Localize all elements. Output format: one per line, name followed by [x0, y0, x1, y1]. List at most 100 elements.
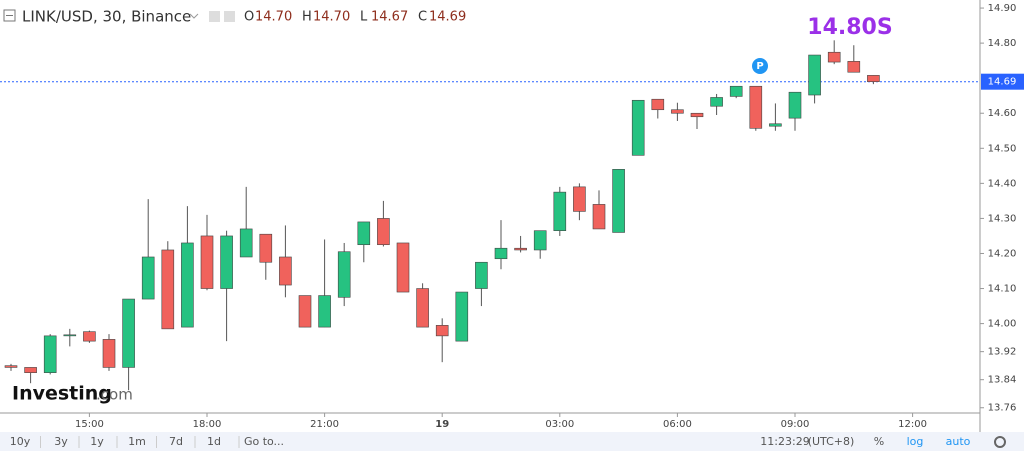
candle-body: [455, 291, 469, 342]
candle-body: [24, 367, 37, 373]
candle-body: [318, 295, 331, 328]
range-button[interactable]: 1m: [128, 435, 146, 448]
candle-body: [357, 221, 371, 246]
ohlc-value: 14.70: [255, 10, 292, 25]
candle-body: [181, 242, 194, 328]
candle-body: [494, 247, 508, 260]
y-tick-label: 14.20: [988, 248, 1017, 259]
collapse-icon[interactable]: [3, 9, 16, 22]
last-price-box: [981, 73, 1024, 90]
candle-body: [298, 295, 312, 328]
toolbar-bg: [0, 432, 1024, 451]
clock: 11:23:29: [760, 435, 809, 448]
y-tick-label: 14.00: [988, 319, 1017, 330]
y-tick-label: 13.84: [988, 375, 1017, 386]
x-tick-label: 15:00: [75, 419, 104, 430]
y-tick-label: 13.92: [988, 347, 1017, 358]
x-tick-label: 21:00: [310, 419, 339, 430]
x-tick-label: 18:00: [193, 419, 222, 430]
candle-body: [200, 235, 214, 289]
percent-toggle[interactable]: %: [874, 435, 884, 448]
x-tick-label: 12:00: [898, 419, 927, 430]
ohlc-label: C: [418, 10, 427, 25]
range-button[interactable]: 10y: [10, 435, 31, 448]
candle-body: [769, 123, 782, 127]
candle-body: [416, 288, 429, 328]
eye-icon[interactable]: [209, 11, 220, 22]
candle-body: [788, 91, 802, 119]
event-marker-label: P: [756, 61, 763, 72]
candle-body: [122, 298, 135, 368]
candle-body: [220, 235, 233, 289]
candle-body: [690, 112, 704, 118]
candle-body: [161, 249, 175, 330]
candle-body: [808, 54, 821, 96]
candle-body: [396, 242, 410, 293]
auto-toggle[interactable]: auto: [946, 435, 971, 448]
candle-body: [475, 261, 488, 289]
candle-body: [279, 256, 292, 286]
candle-body: [514, 247, 527, 251]
y-tick-label: 14.80: [988, 38, 1017, 49]
range-button[interactable]: 1y: [90, 435, 104, 448]
x-tick-label: 03:00: [545, 419, 574, 430]
ohlc-value: 14.67: [371, 10, 408, 25]
candle-body: [867, 75, 880, 82]
candle-body: [573, 186, 586, 212]
candle-body: [710, 97, 723, 107]
x-tick-label: 06:00: [663, 419, 692, 430]
x-tick-label: 09:00: [781, 419, 810, 430]
range-button[interactable]: 7d: [169, 435, 183, 448]
price-annotation: 14.80S: [807, 15, 892, 40]
settings-gear[interactable]: [994, 436, 1006, 448]
y-tick-label: 14.10: [988, 284, 1017, 295]
candle-body: [83, 331, 96, 342]
log-toggle[interactable]: log: [907, 435, 924, 448]
candle-body: [553, 191, 567, 231]
y-tick-label: 14.40: [988, 178, 1017, 189]
candle-body: [239, 228, 253, 258]
candle-body: [43, 335, 57, 373]
candle-body: [141, 256, 155, 300]
candle-body: [671, 109, 684, 114]
dropdown-icon[interactable]: [189, 13, 199, 19]
candle-body: [631, 99, 645, 156]
candle-body: [612, 169, 625, 233]
ohlc-value: 14.70: [313, 10, 350, 25]
candle-body: [533, 230, 547, 251]
candle-body: [827, 51, 841, 63]
watermark-brand: Investing: [12, 383, 112, 405]
candle-body: [847, 61, 861, 73]
y-tick-label: 14.30: [988, 213, 1017, 224]
candle-body: [259, 233, 273, 263]
y-tick-label: 13.76: [988, 403, 1017, 414]
ohlc-label: H: [302, 10, 312, 25]
ohlc-label: L: [360, 10, 368, 25]
y-tick-label: 14.60: [988, 108, 1017, 119]
y-tick-label: 14.90: [988, 3, 1017, 14]
range-button[interactable]: 1d: [207, 435, 221, 448]
event-marker[interactable]: [752, 58, 768, 74]
range-button[interactable]: Go to...: [244, 435, 284, 448]
candle-body: [4, 365, 18, 368]
range-button[interactable]: 3y: [54, 435, 68, 448]
candle-body: [102, 339, 116, 368]
candle-body: [337, 251, 351, 298]
candle-body: [435, 325, 449, 337]
symbol-title: LINK/USD, 30, Binance: [22, 8, 191, 26]
timezone[interactable]: (UTC+8): [808, 435, 855, 448]
candle-body: [729, 85, 743, 97]
x-tick-label: 19: [435, 419, 449, 430]
settings-icon[interactable]: [224, 11, 235, 22]
candle-body: [651, 98, 665, 111]
ohlc-label: O: [244, 10, 254, 25]
candle-body: [592, 204, 606, 230]
watermark-suffix: .com: [96, 386, 133, 404]
candle-body: [377, 218, 390, 246]
ohlc-value: 14.69: [429, 10, 466, 25]
last-price-label: 14.69: [988, 77, 1017, 88]
candle-body: [749, 85, 763, 129]
y-tick-label: 14.50: [988, 143, 1017, 154]
